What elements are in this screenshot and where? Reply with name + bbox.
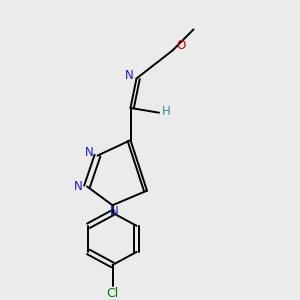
Text: O: O (176, 40, 185, 52)
Text: N: N (124, 69, 134, 82)
Text: Cl: Cl (106, 287, 119, 300)
Text: N: N (85, 146, 94, 159)
Text: N: N (74, 180, 83, 193)
Text: N: N (110, 206, 118, 218)
Text: H: H (162, 105, 171, 118)
